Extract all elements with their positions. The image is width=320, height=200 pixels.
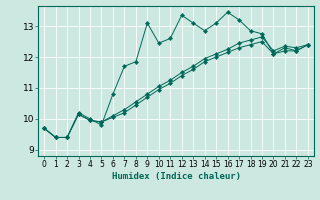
X-axis label: Humidex (Indice chaleur): Humidex (Indice chaleur) (111, 172, 241, 181)
